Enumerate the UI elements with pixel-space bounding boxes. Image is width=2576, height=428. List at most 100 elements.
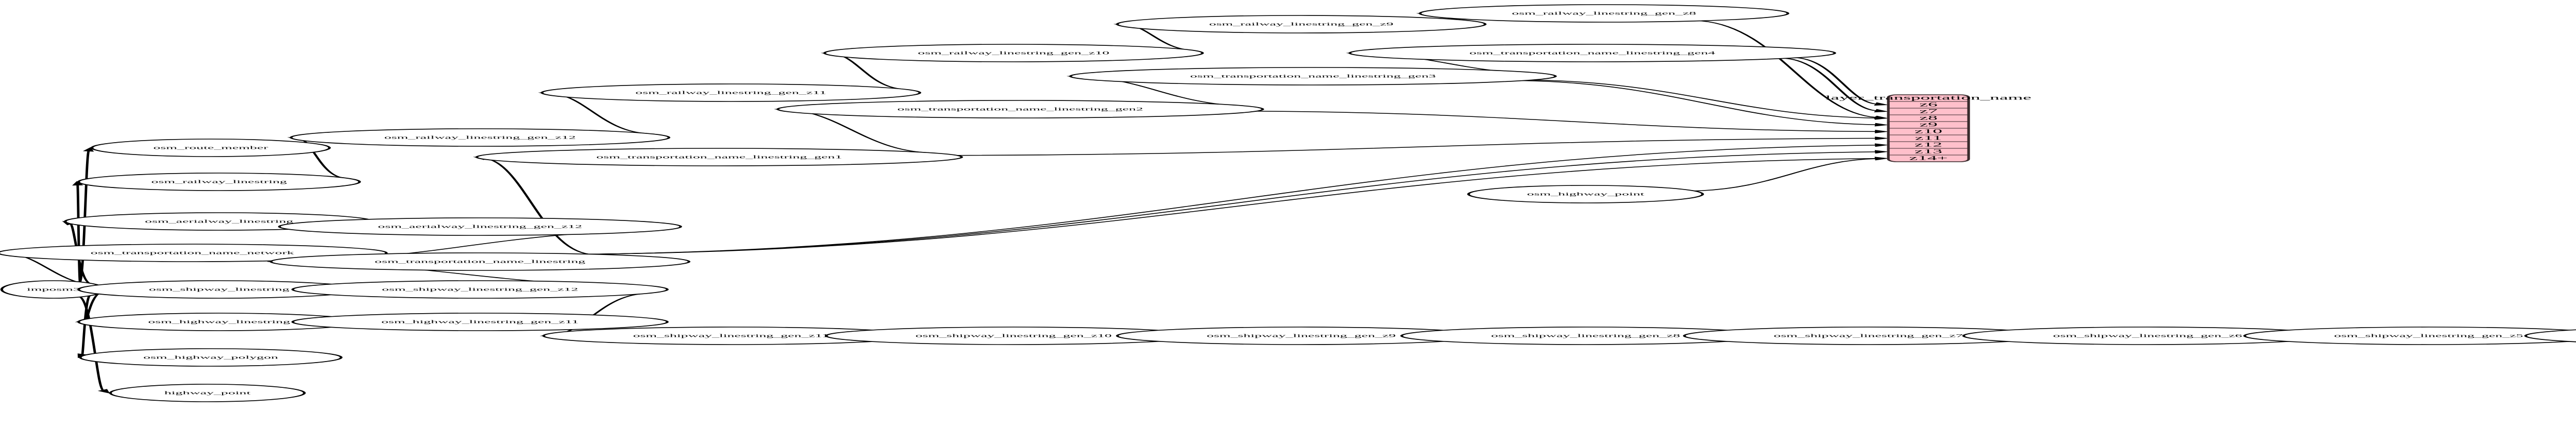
node-ellipse [278,217,682,236]
node-osm_highway_polygon[interactable]: osm_highway_polygon [79,348,343,367]
node-ellipse [291,280,669,299]
edge-arrowhead [97,389,110,394]
node-osm_shipway_linestring_gen_z12[interactable]: osm_shipway_linestring_gen_z12 [291,280,669,299]
node-ellipse [269,252,691,271]
edge-imposm3--osm_highway_polygon [81,295,91,355]
node-ellipse [2243,327,2576,345]
node-ellipse [90,139,331,157]
node-label: osm_route_member [153,145,268,150]
edge-osm_highway_point--layer_transportation_name.z14+ [1693,158,1877,192]
node-label: osm_shipway_linestring_gen_z8 [1491,333,1680,338]
edge-imposm3--highway_point [79,297,105,391]
edge-osm_transportation_name_linestring_gen1--layer_transportation_name.z11 [956,138,1876,156]
node-ellipse [0,244,388,262]
node-osm_transportation_name_linestring_gen1[interactable]: osm_transportation_name_linestring_gen1 [475,148,963,166]
node-ellipse [79,348,343,367]
node-osm_railway_linestring_gen_z8[interactable]: osm_railway_linestring_gen_z8 [1418,4,1790,23]
edge-osm_transportation_name_linestring_gen3--layer_transportation_name.z9 [1521,80,1877,125]
node-label: osm_shipway_linestring_gen_z10 [916,333,1112,338]
edge-osm_transportation_name_linestring--layer_transportation_name.z13 [589,151,1876,255]
node-ellipse [77,173,361,191]
edge-imposm3--osm_railway_linestring [76,185,81,282]
node-label: osm_shipway_linestring_gen_z6 [2053,333,2242,338]
node-label: osm_aerialway_linestring [145,219,293,224]
node-label: osm_railway_linestring_gen_z10 [918,50,1109,55]
edge-arrowhead [1874,143,1889,147]
node-ellipse [540,83,922,102]
node-label: osm_railway_linestring [151,179,287,184]
node-ellipse [2524,329,2576,343]
node-ellipse [776,100,1264,118]
node-label: highway_point [164,390,251,395]
edge-imposm3--osm_route_member [78,150,90,282]
node-osm_railway_linestring_gen_z9[interactable]: osm_railway_linestring_gen_z9 [1116,15,1487,33]
node-ellipse [823,44,1204,62]
node-label: osm_transportation_name_linestring_gen3 [1190,74,1436,78]
edge-osm_transportation_name_linestring_gen4--layer_transportation_name.z7 [1784,58,1877,111]
node-osm_route_member[interactable]: osm_route_member [90,139,331,157]
node-osm_highway_linestring_gen_z11[interactable]: osm_highway_linestring_gen_z11 [291,313,669,331]
node-osm_transportation_name_linestring_gen2[interactable]: osm_transportation_name_linestring_gen2 [776,100,1264,118]
node-osm_railway_linestring_gen_z11[interactable]: osm_railway_linestring_gen_z11 [540,83,922,102]
layer-table-row-z13[interactable]: z13 [1914,148,1942,155]
layer-table-row-z9[interactable]: z9 [1920,121,1938,128]
node-osm_railway_linestring_gen_z12[interactable]: osm_railway_linestring_gen_z12 [290,128,671,147]
edge-arrowhead [1874,116,1889,120]
node-ellipse [1348,44,1836,62]
node-label: osm_aerialway_linestring_gen_z12 [378,224,582,229]
node-label: osm_railway_linestring_gen_z8 [1512,11,1696,15]
node-layer: imposm3 osm_route_member osm_railway_lines… [0,4,2576,402]
layer-table-row-z6[interactable]: z6 [1920,101,1938,108]
node-osm_railway_linestring_gen_z10[interactable]: osm_railway_linestring_gen_z10 [823,44,1204,62]
node-osm_shipway_linestring_gen_z5[interactable]: osm_shipway_linestring_gen_z5 [2243,327,2576,345]
node-osm_shipway_linestring_gen_z8[interactable]: osm_shipway_linestring_gen_z8 [1400,327,1771,345]
node-label: osm_highway_polygon [143,355,279,359]
node-label: osm_railway_linestring_gen_z11 [635,90,826,95]
edge-osm_transportation_name_linestring_gen3--layer_transportation_name.z8 [1531,79,1877,118]
node-label: osm_shipway_linestring_gen_z12 [382,287,578,292]
edge-arrowhead [1874,109,1889,113]
node-osm_transportation_name_linestring_gen3[interactable]: osm_transportation_name_linestring_gen3 [1069,67,1557,85]
edge-arrowhead [1875,136,1889,140]
table-layer: layer_transportation_namez6z7z8z9z10z11z… [1825,94,2031,162]
node-label: imposm3 [27,287,80,292]
node-label: osm_shipway_linestring_gen_z5 [2334,333,2523,338]
node-ellipse [290,128,671,147]
node-osm_transportation_name_network[interactable]: osm_transportation_name_network [0,244,388,262]
node-label: osm_transportation_name_linestring_gen4 [1469,50,1715,55]
layer-table-row-z11[interactable]: z11 [1915,134,1942,141]
node-ellipse [291,313,669,331]
node-label: osm_shipway_linestring_gen_z11 [633,333,829,338]
node-osm_shipway_linestring_gen_z4[interactable]: osm_shipway_linestring_gen_z4 [2524,327,2576,345]
node-highway_point[interactable]: highway_point [109,384,306,402]
layer-table-row-z14+[interactable]: z14+ [1909,155,1948,161]
edge-arrowhead [82,147,94,152]
node-label: osm_shipway_linestring [149,287,290,292]
edge-osm_transportation_name_linestring_gen4--layer_transportation_name.z6 [1796,57,1877,105]
edge-arrowhead [1874,157,1889,161]
edge-osm_transportation_name_linestring--layer_transportation_name.z12 [589,144,1876,255]
node-osm_transportation_name_linestring_gen4[interactable]: osm_transportation_name_linestring_gen4 [1348,44,1836,62]
edge-osm_transportation_name_linestring_gen2--layer_transportation_name.z10 [1255,111,1876,132]
node-label: osm_transportation_name_linestring_gen2 [897,107,1143,111]
layer-table-row-z10[interactable]: z10 [1914,128,1942,134]
node-osm_aerialway_linestring_gen_z12[interactable]: osm_aerialway_linestring_gen_z12 [278,217,682,236]
edge-osm_transportation_name_linestring--osm_transportation_name_linestring_gen1 [484,158,590,255]
layer-table-title: layer_transportation_name [1825,94,2031,101]
node-label: osm_highway_point [1527,192,1645,196]
node-ellipse [109,384,306,402]
layer-table-row-z8[interactable]: z8 [1920,114,1938,121]
node-osm_transportation_name_linestring[interactable]: osm_transportation_name_linestring [269,252,691,271]
node-label: osm_transportation_name_linestring_gen1 [596,155,842,159]
layer-table-row-z7[interactable]: z7 [1920,108,1938,114]
edge-arrowhead [1874,123,1889,127]
node-label: osm_shipway_linestring_gen_z7 [1774,333,1963,338]
layer-table-row-z12[interactable]: z12 [1914,141,1942,148]
node-label: osm_transportation_name_linestring [375,259,585,264]
node-osm_railway_linestring[interactable]: osm_railway_linestring [77,173,361,191]
node-osm_highway_point[interactable]: osm_highway_point [1467,185,1704,203]
edge-arrowhead [1875,130,1889,133]
node-label: osm_transportation_name_network [91,250,295,255]
